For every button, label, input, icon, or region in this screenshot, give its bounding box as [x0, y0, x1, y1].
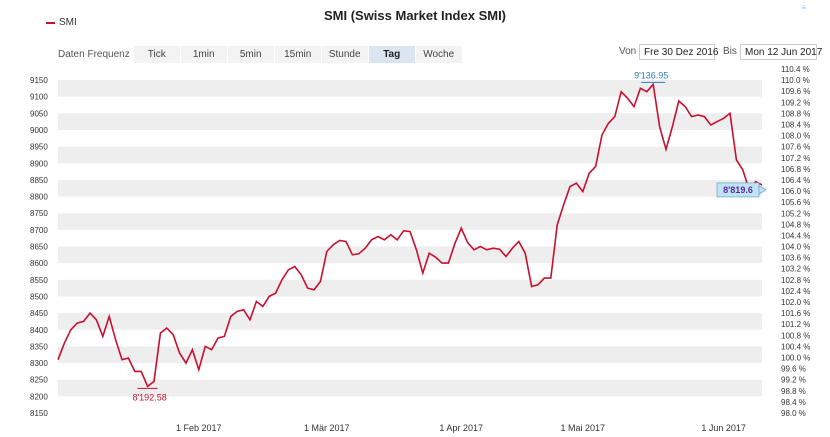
y-tick-right: 102.8 % [781, 276, 810, 285]
y-tick-left: 8550 [30, 276, 48, 285]
frequency-toolbar: Daten Frequenz Tick 1min 5min 15min Stun… [58, 46, 463, 63]
y-tick-right: 104.0 % [781, 243, 810, 252]
x-tick-label: 1 Mai 2017 [561, 423, 606, 433]
grid-band [58, 80, 762, 97]
y-tick-right: 103.2 % [781, 265, 810, 274]
freq-button-5min[interactable]: 5min [227, 46, 274, 63]
y-tick-right: 109.2 % [781, 98, 810, 107]
y-tick-right: 102.4 % [781, 287, 810, 296]
y-tick-left: 8200 [30, 392, 48, 401]
y-tick-right: 104.4 % [781, 231, 810, 240]
y-tick-left: 8350 [30, 342, 48, 351]
legend[interactable]: SMI [46, 17, 77, 28]
y-tick-right: 110.0 % [781, 76, 810, 85]
y-tick-left: 8650 [30, 243, 48, 252]
chart-title: SMI (Swiss Market Index SMI) [323, 8, 507, 23]
y-tick-left: 8900 [30, 159, 48, 168]
last-value-label: 8'819.6 [723, 185, 753, 195]
y-tick-left: 8250 [30, 376, 48, 385]
y-tick-left: 8750 [30, 209, 48, 218]
y-tick-left: 8850 [30, 176, 48, 185]
y-tick-right: 106.0 % [781, 187, 810, 196]
y-tick-left: 9000 [30, 126, 48, 135]
y-tick-right: 101.2 % [781, 320, 810, 329]
y-tick-right: 107.6 % [781, 143, 810, 152]
y-tick-right: 102.0 % [781, 298, 810, 307]
grid-band [58, 113, 762, 130]
y-tick-left: 8500 [30, 292, 48, 301]
y-tick-right: 105.2 % [781, 209, 810, 218]
grid-band [58, 346, 762, 364]
y-tick-right: 108.0 % [781, 132, 810, 141]
y-tick-left: 9100 [30, 93, 48, 102]
freq-button-1min[interactable]: 1min [180, 46, 227, 63]
y-tick-left: 8450 [30, 309, 48, 318]
y-tick-left: 8300 [30, 359, 48, 368]
grid-band [58, 313, 762, 330]
frequency-label: Daten Frequenz [58, 49, 130, 60]
to-date-input[interactable]: Mon 12 Jun 2017 [740, 44, 822, 60]
grid-band [58, 213, 762, 230]
y-tick-right: 109.6 % [781, 87, 810, 96]
y-tick-left: 8950 [30, 143, 48, 152]
grid-band [58, 279, 762, 297]
y-tick-left: 8700 [30, 226, 48, 235]
grid-band [58, 146, 762, 164]
from-date-input[interactable]: Fre 30 Dez 2016 [639, 44, 719, 60]
freq-button-tick[interactable]: Tick [133, 46, 180, 63]
min-label: 8'192.58 [132, 392, 166, 402]
grid-band [58, 179, 762, 197]
grid-band [58, 246, 762, 264]
y-tick-right: 103.6 % [781, 254, 810, 263]
x-tick-label: 1 Apr 2017 [439, 423, 483, 433]
legend-swatch [46, 21, 55, 24]
y-tick-right: 100.4 % [781, 342, 810, 351]
series-line-smi [57, 82, 763, 388]
freq-button-15min[interactable]: 15min [274, 46, 321, 63]
last-value-pointer [758, 185, 767, 195]
menu-icon[interactable]: ≡ [801, 3, 806, 12]
y-tick-right: 98.0 % [781, 409, 806, 418]
legend-label: SMI [59, 17, 77, 28]
x-tick-label: 1 Mär 2017 [304, 423, 350, 433]
y-tick-right: 104.8 % [781, 220, 810, 229]
y-tick-right: 101.6 % [781, 309, 810, 318]
y-tick-right: 110.4 % [781, 65, 810, 74]
y-tick-right: 100.8 % [781, 331, 810, 340]
y-tick-right: 106.4 % [781, 176, 810, 185]
freq-button-stunde[interactable]: Stunde [321, 46, 368, 63]
x-tick-label: 1 Jun 2017 [701, 423, 746, 433]
y-tick-right: 98.8 % [781, 387, 806, 396]
freq-button-woche[interactable]: Woche [415, 46, 462, 63]
y-tick-left: 9150 [30, 76, 48, 85]
y-tick-left: 9050 [30, 109, 48, 118]
y-tick-right: 98.4 % [781, 398, 806, 407]
y-tick-right: 100.0 % [781, 354, 810, 363]
y-tick-right: 99.6 % [781, 365, 806, 374]
to-label: Bis [723, 46, 737, 57]
y-tick-left: 8150 [30, 409, 48, 418]
y-tick-left: 8800 [30, 193, 48, 202]
freq-button-tag[interactable]: Tag [368, 46, 415, 63]
y-tick-left: 8600 [30, 259, 48, 268]
y-tick-right: 108.8 % [781, 109, 810, 118]
grid-band [58, 379, 762, 397]
y-tick-right: 106.8 % [781, 165, 810, 174]
y-tick-right: 99.2 % [781, 376, 806, 385]
max-label: 9'136.95 [634, 70, 668, 80]
y-tick-right: 108.4 % [781, 120, 810, 129]
x-tick-label: 1 Feb 2017 [176, 423, 222, 433]
y-tick-right: 105.6 % [781, 198, 810, 207]
y-tick-left: 8400 [30, 326, 48, 335]
y-tick-right: 107.2 % [781, 154, 810, 163]
from-label: Von [619, 46, 637, 57]
